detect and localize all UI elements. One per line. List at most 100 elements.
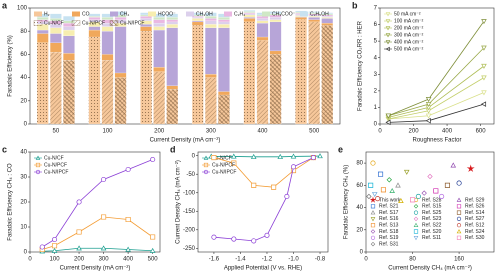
bar-segment bbox=[166, 27, 179, 86]
legend-label: C₂H₅OH bbox=[310, 11, 329, 17]
bar-segment bbox=[243, 12, 256, 14]
y-tick-label: 40 bbox=[356, 205, 363, 211]
y-tick-label: 3 bbox=[374, 72, 378, 78]
bar-segment bbox=[50, 42, 62, 53]
legend-label: This work bbox=[379, 197, 401, 203]
legend-label: C₂H₄ bbox=[234, 11, 245, 17]
data-point bbox=[366, 193, 372, 200]
bar-segment bbox=[36, 33, 49, 43]
bar-segment bbox=[191, 20, 204, 23]
data-point bbox=[76, 229, 82, 235]
data-point bbox=[150, 156, 156, 163]
bar-hatch bbox=[308, 21, 320, 125]
data-point bbox=[433, 188, 439, 194]
series-line bbox=[388, 47, 485, 117]
data-point bbox=[409, 197, 416, 203]
bar-segment bbox=[88, 26, 101, 31]
legend-label: Ref. S21 bbox=[379, 204, 399, 210]
bar-segment bbox=[63, 26, 75, 31]
legend-marker bbox=[370, 229, 376, 234]
x-tick-label: 200 bbox=[74, 257, 85, 263]
data-point bbox=[317, 153, 323, 159]
data-point bbox=[425, 113, 432, 119]
x-tick-label: 400 bbox=[123, 257, 134, 263]
bar-segment bbox=[321, 22, 334, 26]
legend-label: Cu-N/IPCF bbox=[44, 169, 68, 175]
legend-label: Ref. S16 bbox=[379, 216, 399, 222]
legend-marker bbox=[369, 196, 377, 203]
legend-label: Ref. S14 bbox=[465, 210, 485, 216]
data-point bbox=[251, 238, 257, 244]
legend-label: Cu-N/PCF bbox=[44, 162, 67, 168]
bar-segment bbox=[50, 27, 62, 34]
bar-hatch bbox=[50, 52, 62, 124]
bar-segment bbox=[153, 67, 165, 72]
bar-segment bbox=[166, 21, 179, 25]
bar-segment bbox=[63, 16, 75, 21]
data-point bbox=[385, 119, 391, 126]
data-point bbox=[51, 236, 58, 243]
data-point bbox=[380, 187, 387, 193]
legend-label: Ref. S28 bbox=[422, 197, 442, 203]
bar-segment bbox=[191, 17, 204, 19]
legend-marker bbox=[456, 216, 462, 221]
bar-segment bbox=[308, 11, 320, 13]
bar-segment bbox=[308, 17, 320, 20]
y-tick-label: 1 bbox=[374, 105, 378, 111]
bar-hatch bbox=[295, 19, 307, 125]
data-point bbox=[251, 182, 257, 188]
data-point bbox=[125, 166, 131, 173]
bar-hatch bbox=[321, 25, 333, 124]
legend-label: Cu-N/IPCF bbox=[120, 20, 144, 26]
bar-segment bbox=[36, 17, 49, 20]
bar-segment bbox=[218, 17, 230, 20]
bar-segment bbox=[50, 33, 62, 43]
y-axis-title: Faradaic Efficiency CH₄ : CO bbox=[8, 163, 14, 241]
legend-marker bbox=[456, 210, 462, 215]
x-tick-label: -1.4 bbox=[235, 257, 246, 263]
data-point bbox=[481, 19, 487, 25]
bar-segment bbox=[243, 17, 256, 19]
bar-hatch bbox=[101, 60, 114, 124]
bar-segment bbox=[218, 24, 230, 28]
legend-label: HCOO⁻ bbox=[158, 11, 176, 17]
legend-swatch bbox=[110, 11, 118, 17]
data-point bbox=[277, 153, 284, 159]
legend-swatch bbox=[72, 11, 80, 17]
data-point bbox=[39, 244, 45, 250]
bar-segment bbox=[101, 54, 114, 61]
y-tick-label: 60 bbox=[356, 183, 363, 189]
bar-segment bbox=[218, 27, 230, 92]
bar-segment bbox=[243, 18, 256, 23]
bar-segment bbox=[63, 53, 75, 61]
y-tick-label: 60 bbox=[20, 52, 27, 58]
y-tick-label: 20 bbox=[20, 200, 27, 206]
legend-marker bbox=[456, 204, 462, 209]
bar-hatch bbox=[63, 60, 75, 124]
bar-segment bbox=[166, 24, 179, 28]
x-tick-label: 400 bbox=[257, 129, 268, 135]
data-point bbox=[370, 160, 376, 166]
y-tick-label: 40 bbox=[20, 150, 27, 156]
bar-segment bbox=[153, 22, 165, 27]
bar-segment bbox=[321, 17, 334, 19]
bar-segment bbox=[243, 10, 256, 12]
y-tick-label: 20 bbox=[356, 227, 363, 233]
data-point bbox=[481, 90, 487, 96]
y-tick-label: 0 bbox=[24, 250, 28, 256]
bar-segment bbox=[166, 13, 179, 18]
legend-label: Ref. S15 bbox=[422, 204, 442, 210]
legend-swatch bbox=[186, 11, 194, 17]
bar-segment bbox=[191, 18, 204, 21]
y-tick-label: -50 bbox=[186, 172, 195, 178]
x-tick-label: 500 bbox=[309, 129, 320, 135]
bar-segment bbox=[321, 12, 334, 14]
data-point bbox=[284, 193, 290, 199]
x-tick-label: -0.8 bbox=[315, 257, 326, 263]
legend-marker bbox=[370, 241, 376, 247]
bar-segment bbox=[243, 11, 256, 13]
data-point bbox=[51, 247, 58, 253]
y-tick-label: 0 bbox=[192, 153, 196, 159]
legend-label: Cu-N/CF bbox=[212, 155, 232, 161]
